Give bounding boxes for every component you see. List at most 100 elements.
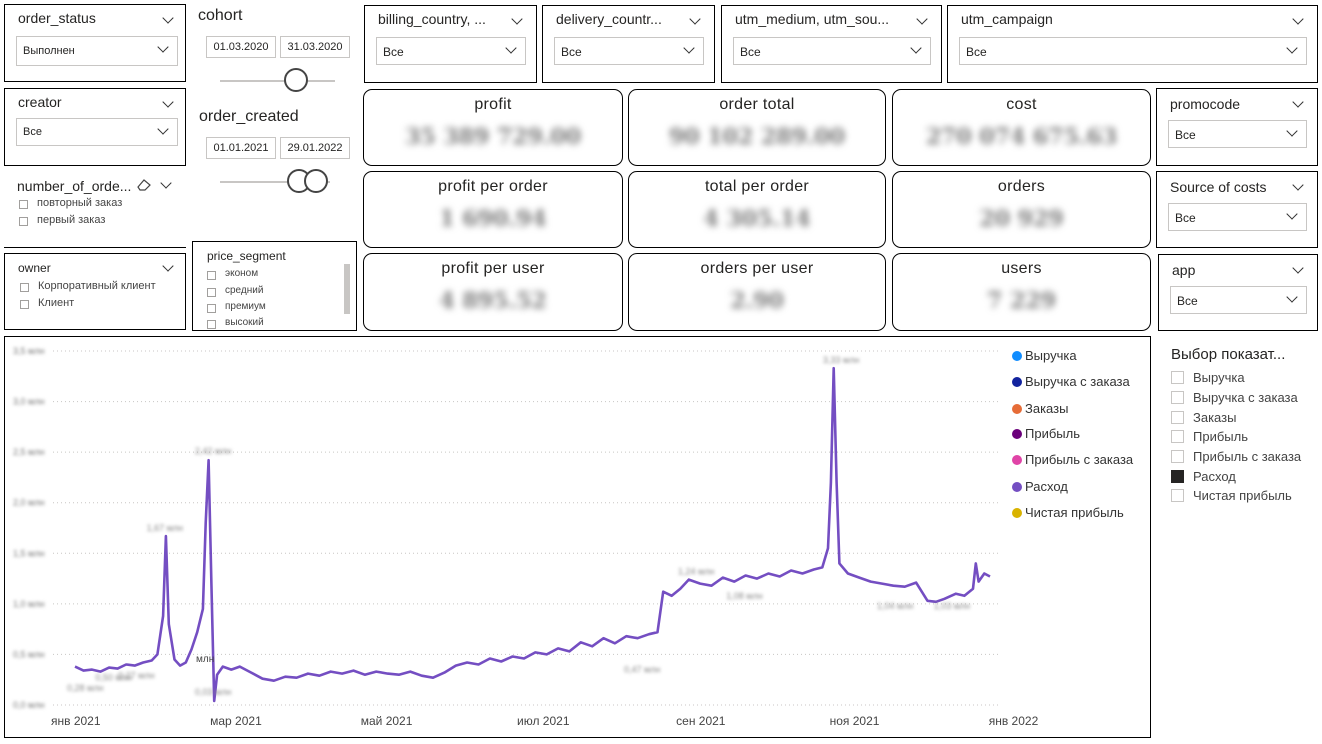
collapse-chevron-icon[interactable] — [162, 12, 174, 24]
source-of-costs-value: Все — [1175, 211, 1196, 225]
promocode-dropdown[interactable]: Все — [1168, 120, 1307, 148]
collapse-chevron-icon[interactable] — [160, 177, 172, 189]
cohort-slicer[interactable]: cohort 01.03.2020 31.03.2020 — [190, 4, 358, 104]
scrollbar[interactable] — [344, 264, 350, 314]
checkbox[interactable] — [20, 300, 29, 309]
checkbox[interactable] — [207, 288, 216, 297]
collapse-chevron-icon[interactable] — [1292, 262, 1304, 274]
series-line — [74, 366, 991, 703]
legend-item-revenue[interactable]: Выручка — [1012, 348, 1077, 363]
legend-item-profit-per-order[interactable]: Прибыль с заказа — [1012, 452, 1133, 467]
order-created-slider-handle-end[interactable] — [304, 169, 328, 193]
y-axis-label: 1,0 млн — [13, 599, 44, 609]
app-dropdown[interactable]: Все — [1170, 286, 1307, 314]
metric-option-profit-per-order[interactable]: Прибыль с заказа — [1171, 449, 1301, 464]
collapse-chevron-icon[interactable] — [916, 13, 928, 25]
option-label: эконом — [225, 268, 259, 279]
data-label: 3,33 млн — [823, 355, 859, 365]
creator-value: Все — [23, 126, 42, 138]
delivery-country-dropdown[interactable]: Все — [554, 37, 704, 65]
metric-option-net-profit[interactable]: Чистая прибыль — [1171, 488, 1292, 503]
checkbox[interactable] — [19, 200, 28, 209]
metric-selector-title: Выбор показат... — [1171, 346, 1286, 363]
checkbox[interactable] — [1171, 371, 1184, 384]
order-status-slicer[interactable]: order_status Выполнен — [4, 4, 186, 82]
order-created-end-date[interactable]: 29.01.2022 — [280, 137, 350, 159]
cohort-end-date[interactable]: 31.03.2020 — [280, 36, 350, 58]
order-created-slider-track[interactable] — [220, 181, 330, 183]
collapse-chevron-icon[interactable] — [1292, 179, 1304, 191]
data-label: 1,03 млн — [934, 601, 970, 611]
cohort-slider-handle[interactable] — [284, 68, 308, 92]
legend-item-profit[interactable]: Прибыль — [1012, 426, 1080, 441]
app-value: Все — [1177, 294, 1198, 308]
checkbox[interactable] — [1171, 411, 1184, 424]
collapse-chevron-icon[interactable] — [1292, 13, 1304, 25]
number-of-orders-title: number_of_orde... — [17, 178, 132, 194]
line-chart[interactable]: 0,0 млн 0,5 млн 1,0 млн 1,5 млн 2,0 млн 2,5 м… — [5, 337, 1150, 737]
order-status-dropdown[interactable]: Выполнен — [16, 36, 178, 66]
delivery-country-slicer[interactable]: delivery_countr... Все — [542, 5, 715, 83]
kpi-card-profit-per-order: profit per order 1 690.94 — [363, 171, 623, 248]
checkbox[interactable] — [207, 304, 216, 313]
kpi-value: 4 305.14 — [703, 206, 811, 232]
kpi-card-profit-per-user: profit per user 4 895.52 — [363, 253, 623, 331]
metric-option-revenue-per-order[interactable]: Выручка с заказа — [1171, 390, 1298, 405]
utm-campaign-dropdown[interactable]: Все — [959, 37, 1307, 65]
collapse-chevron-icon[interactable] — [1292, 96, 1304, 108]
order-created-start-date[interactable]: 01.01.2021 — [206, 137, 276, 159]
checkbox[interactable] — [1171, 391, 1184, 404]
collapse-chevron-icon[interactable] — [689, 13, 701, 25]
checkbox[interactable] — [1171, 489, 1184, 502]
checkbox[interactable] — [1171, 430, 1184, 443]
billing-country-dropdown[interactable]: Все — [376, 37, 526, 65]
utm-medium-slicer[interactable]: utm_medium, utm_sou... Все — [721, 5, 942, 83]
billing-country-slicer[interactable]: billing_country, ... Все — [364, 5, 537, 83]
checkbox[interactable] — [1171, 450, 1184, 463]
y-axis-label: 3,5 млн — [13, 346, 44, 356]
legend-dot-icon — [1012, 455, 1022, 465]
collapse-chevron-icon[interactable] — [511, 13, 523, 25]
checkbox[interactable] — [20, 283, 29, 292]
collapse-chevron-icon[interactable] — [162, 260, 174, 272]
legend-item-expense[interactable]: Расход — [1012, 479, 1068, 494]
checkbox[interactable] — [207, 320, 216, 329]
metric-option-revenue[interactable]: Выручка — [1171, 370, 1245, 385]
kpi-label: profit per user — [441, 260, 545, 277]
checkbox[interactable] — [19, 217, 28, 226]
legend-item-net-profit[interactable]: Чистая прибыль — [1012, 505, 1124, 520]
checkbox-checked[interactable] — [1171, 470, 1184, 483]
kpi-card-users: users 7 229 — [892, 253, 1151, 331]
number-of-orders-slicer[interactable]: number_of_orde... повторный заказ первый… — [4, 170, 186, 248]
app-title: app — [1172, 262, 1196, 278]
y-axis-label: 1,5 млн — [13, 548, 44, 558]
utm-campaign-title: utm_campaign — [961, 11, 1053, 27]
legend-item-revenue-per-order[interactable]: Выручка с заказа — [1012, 374, 1130, 389]
utm-campaign-slicer[interactable]: utm_campaign Все — [947, 5, 1318, 83]
legend-label: Расход — [1025, 479, 1068, 494]
creator-slicer[interactable]: creator Все — [4, 88, 186, 166]
cohort-slider-track[interactable] — [220, 80, 335, 82]
utm-medium-value: Все — [740, 45, 761, 59]
metric-option-expense[interactable]: Расход — [1171, 469, 1236, 484]
checkbox[interactable] — [207, 271, 216, 280]
legend-label: Заказы — [1025, 401, 1069, 416]
collapse-chevron-icon[interactable] — [162, 96, 174, 108]
metric-option-profit[interactable]: Прибыль — [1171, 429, 1248, 444]
metric-option-orders[interactable]: Заказы — [1171, 410, 1236, 425]
source-of-costs-dropdown[interactable]: Все — [1168, 203, 1307, 231]
app-slicer[interactable]: app Все — [1158, 254, 1318, 331]
kpi-value: 270 074 675.63 — [925, 124, 1118, 150]
owner-slicer[interactable]: owner Корпоративный клиент Клиент — [4, 253, 186, 330]
creator-dropdown[interactable]: Все — [16, 118, 178, 146]
source-of-costs-slicer[interactable]: Source of costs Все — [1156, 171, 1318, 248]
order-created-slicer[interactable]: order_created 01.01.2021 29.01.2022 — [190, 104, 358, 204]
cohort-start-date[interactable]: 01.03.2020 — [206, 36, 276, 58]
eraser-icon[interactable] — [136, 178, 152, 192]
promocode-slicer[interactable]: promocode Все — [1156, 88, 1318, 166]
utm-medium-dropdown[interactable]: Все — [733, 37, 931, 65]
price-segment-slicer[interactable]: price_segment эконом средний премиум выс… — [192, 241, 357, 331]
option-label: Клиент — [38, 297, 75, 309]
x-axis-label: янв 2022 — [989, 714, 1039, 728]
legend-item-orders[interactable]: Заказы — [1012, 401, 1068, 416]
